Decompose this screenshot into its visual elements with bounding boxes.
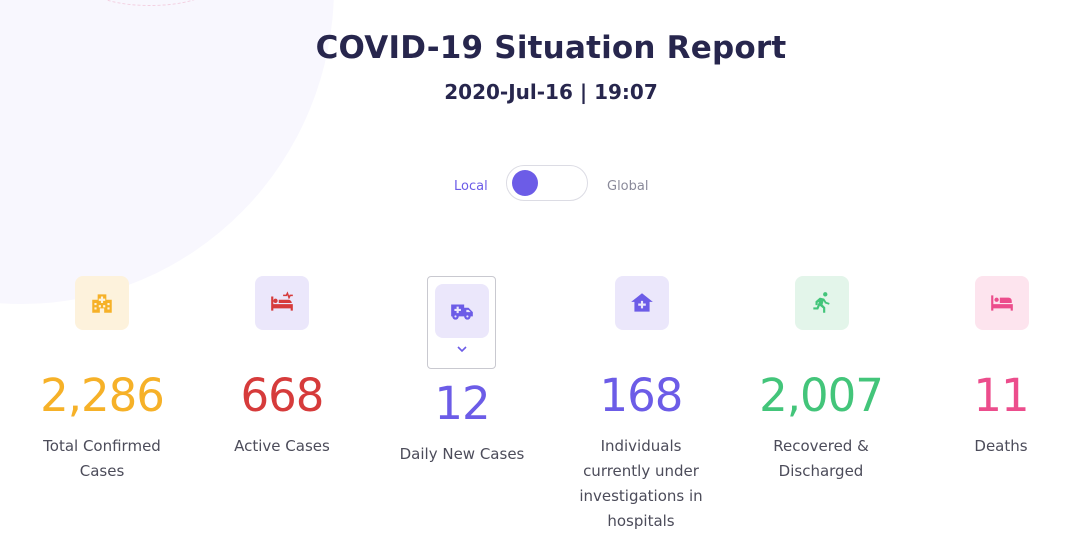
active-cases-label: Active Cases [234,437,330,455]
daily-new-icon-box[interactable] [435,284,489,338]
medical-house-icon [631,293,653,312]
toggle-knob[interactable] [512,170,538,196]
hospital-building-icon [92,294,112,313]
recovered-label: Recovered & Discharged [773,437,869,480]
page-title: COVID-19 Situation Report [315,30,787,66]
daily-new-cases-value: 12 [434,377,490,430]
bed-icon [991,295,1013,311]
local-global-toggle[interactable] [506,165,588,201]
deaths-label: Deaths [974,437,1028,455]
ambulance-icon [451,304,473,320]
toggle-label-local[interactable]: Local [454,179,488,194]
total-confirmed-icon-box [75,276,129,330]
under-investigation-icon-box [615,276,669,330]
under-investigation-value: 168 [599,369,684,422]
daily-new-cases-card[interactable] [427,276,496,369]
hospital-bed-icon [271,291,293,311]
deaths-value: 11 [973,369,1029,422]
active-cases-icon-box [255,276,309,330]
recovered-value: 2,007 [759,369,884,422]
total-confirmed-label: Total Confirmed Cases [43,437,161,480]
report-datetime: 2020-Jul-16 | 19:07 [444,80,658,104]
chevron-down-icon[interactable] [456,345,468,353]
under-investigation-label: Individuals currently under investigatio… [579,437,703,530]
toggle-label-global[interactable]: Global [607,179,649,194]
recovered-icon-box [795,276,849,330]
total-confirmed-value: 2,286 [40,369,165,422]
deaths-icon-box [975,276,1029,330]
running-person-icon [813,292,830,313]
active-cases-value: 668 [240,369,325,422]
daily-new-cases-label: Daily New Cases [399,445,525,463]
